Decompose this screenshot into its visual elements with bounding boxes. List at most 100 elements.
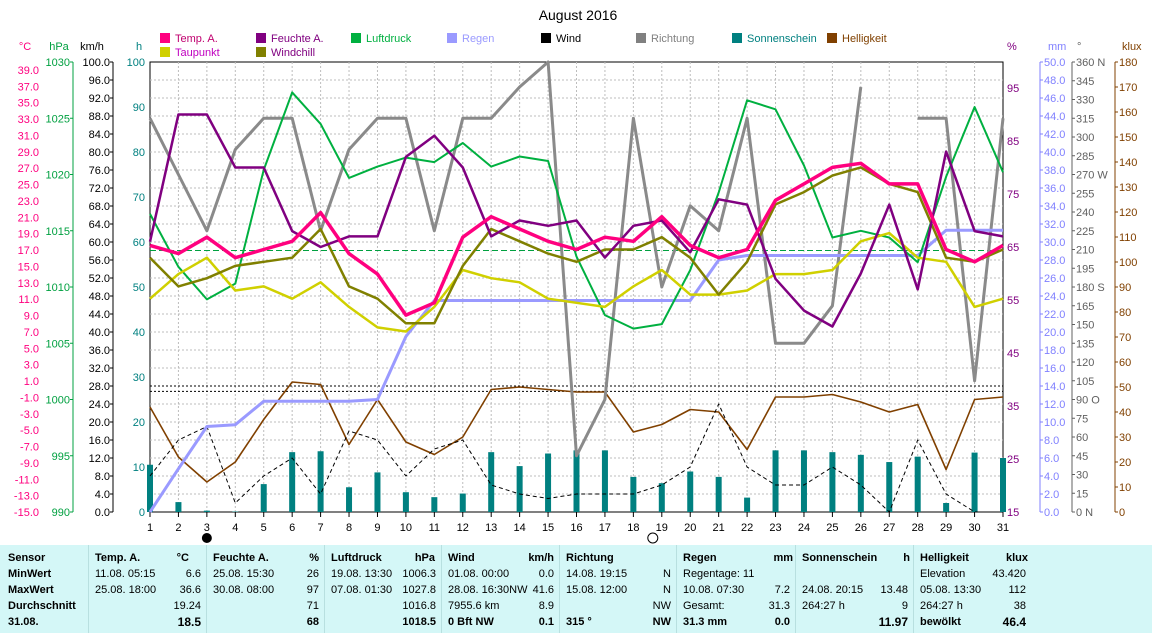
axis-tick-label: 80.0 <box>89 147 110 159</box>
axis-tick-label: 270 W <box>1076 170 1108 182</box>
axis-tick-label: 28.0 <box>1044 255 1065 267</box>
axis-tick-label: 225 <box>1076 226 1094 238</box>
axis-unit-label: hPa <box>49 41 69 53</box>
moon-icon <box>201 533 212 543</box>
series-line-feuchte-a <box>148 113 1004 328</box>
axis-tick-label: 44.0 <box>1044 111 1065 123</box>
stats-cell-value: 11.97 <box>878 615 908 629</box>
stats-cell-value: 1018.5 <box>402 616 436 628</box>
x-tick-label: 3 <box>204 522 210 534</box>
axis-tick-label: 55 <box>1007 295 1019 307</box>
x-tick-label: 18 <box>627 522 639 534</box>
axis-tick-label: 30 <box>1076 470 1088 482</box>
stats-cell-value: 41.6 <box>532 584 554 596</box>
axis-tick-label: 21.0 <box>18 212 39 224</box>
axis-tick-label: 180 S <box>1076 282 1105 294</box>
stats-title: Regen <box>683 552 717 564</box>
axis-tick-label: 6.0 <box>1044 453 1059 465</box>
legend-label: Sonnenschein <box>747 33 817 45</box>
axis-tick-label: 0.0 <box>1044 507 1059 519</box>
legend-label: Wind <box>556 33 581 45</box>
axis-tick-label: 1015 <box>46 226 70 238</box>
axis-tick-label: 64.0 <box>89 219 110 231</box>
x-tick-label: 13 <box>485 522 497 534</box>
axis-tick-label: 37.0 <box>18 81 39 93</box>
axis-tick-label: 4.0 <box>95 489 110 501</box>
stats-cell-time: 19.08. 13:30 <box>331 568 393 580</box>
axis-tick-label: 30.0 <box>1044 237 1065 249</box>
sunshine-bar <box>886 462 893 512</box>
axis-tick-label: -7.0 <box>20 442 39 454</box>
axis-tick-label: 60 <box>1076 432 1088 444</box>
axis-tick-label: 110 <box>1119 232 1137 244</box>
x-tick-label: 14 <box>514 522 526 534</box>
axis-tick-label: 0 N <box>1076 507 1093 519</box>
axis-tick-label: -3.0 <box>20 409 39 421</box>
axis-tick-label: 8.0 <box>95 471 110 483</box>
stats-cell-time: 10.08. 07:30 <box>683 584 745 596</box>
x-tick-label: 9 <box>374 522 380 534</box>
axis-tick-label: 14.0 <box>1044 381 1065 393</box>
stats-block-sensor: Sensor MinWert MaxWert Durchschnitt 31.0… <box>0 545 88 633</box>
axis-tick-label: 345 <box>1076 76 1094 88</box>
legend-swatch <box>160 47 170 57</box>
series-line-luftdruck <box>149 91 1004 330</box>
stats-title: Luftdruck <box>331 552 382 564</box>
legend-swatch <box>351 33 361 43</box>
x-tick-label: 20 <box>684 522 696 534</box>
axis-tick-label: 10 <box>133 462 145 474</box>
axis-tick-label: 12.0 <box>89 453 110 465</box>
sunshine-bar <box>203 510 210 512</box>
axis-tick-label: 44.0 <box>89 309 110 321</box>
stats-cell-value: 1006.3 <box>402 568 436 580</box>
x-tick-label: 6 <box>289 522 295 534</box>
axis-tick-label: 60.0 <box>89 237 110 249</box>
sunshine-bar <box>260 484 267 512</box>
axis-tick-label: 1025 <box>46 113 70 125</box>
stats-cell-time: 28.08. 16:30NW <box>448 584 528 596</box>
stats-cell-value: 68 <box>306 616 319 628</box>
stats-cell-time: 264:27 h <box>920 600 963 612</box>
axis-tick-label: 19.0 <box>18 229 39 241</box>
sunshine-bar <box>601 450 608 512</box>
axis-tick-label: 85 <box>1007 136 1019 148</box>
axis-tick-label: 24.0 <box>1044 291 1065 303</box>
axis-tick-label: 95 <box>1007 83 1019 95</box>
sunshine-bar <box>147 464 153 512</box>
stats-row-label: MinWert <box>8 568 52 580</box>
stats-cell-value: 0.0 <box>774 616 790 628</box>
series-line-helligkeit <box>149 381 1004 483</box>
axis-tick-label: 36.0 <box>89 345 110 357</box>
axis-tick-label: 90 <box>1119 282 1131 294</box>
axis-tick-label: -11.0 <box>15 474 39 486</box>
stats-cell-value: N <box>663 568 671 580</box>
sunshine-bar <box>317 451 324 512</box>
axis-tick-label: 16.0 <box>1044 363 1065 375</box>
axis-tick-label: 170 <box>1119 82 1137 94</box>
axis-tick-label: 68.0 <box>89 201 110 213</box>
x-tick-label: 4 <box>232 522 238 534</box>
x-tick-label: 7 <box>318 522 324 534</box>
stats-cell-value: 36.6 <box>179 584 201 596</box>
stats-cell-time: 31.3 mm <box>683 616 728 628</box>
axis-tick-label: 25.0 <box>18 180 39 192</box>
axis-tick-label: 36.0 <box>1044 183 1065 195</box>
moon-icon <box>647 532 659 544</box>
axis-tick-label: 20.0 <box>1044 327 1065 339</box>
series-line-temp-a <box>149 161 1004 317</box>
sunshine-bar <box>943 503 950 512</box>
stats-cell-time: 01.08. 00:00 <box>448 568 510 580</box>
axis-tick-label: 45 <box>1007 348 1019 360</box>
axis-tick-label: 31.0 <box>18 130 39 142</box>
sunshine-bar <box>431 497 438 512</box>
series-line-taupunkt <box>149 231 1004 333</box>
stats-cell-time: Elevation <box>920 568 966 580</box>
sunshine-bar <box>175 502 182 512</box>
sunshine-bar <box>744 497 751 512</box>
stats-unit: h <box>903 552 910 564</box>
axis-tick-label: -13.0 <box>14 491 39 503</box>
sunshine-bar <box>829 452 836 512</box>
sunshine-bar <box>800 450 807 512</box>
axis-tick-label: 70 <box>133 192 145 204</box>
axis-tick-label: 15 <box>1076 488 1088 500</box>
